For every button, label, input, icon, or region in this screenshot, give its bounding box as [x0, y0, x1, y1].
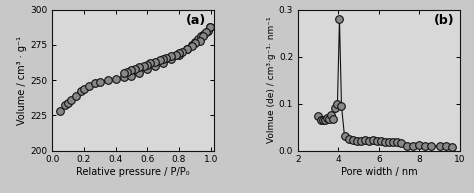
- Y-axis label: Volmue (de) / cm³·g⁻¹· nm⁻¹: Volmue (de) / cm³·g⁻¹· nm⁻¹: [267, 17, 276, 143]
- X-axis label: Relative pressure / P/P₀: Relative pressure / P/P₀: [76, 167, 190, 177]
- Text: (b): (b): [434, 14, 455, 27]
- Text: (a): (a): [185, 14, 206, 27]
- X-axis label: Pore width / nm: Pore width / nm: [341, 167, 417, 177]
- Y-axis label: Volume / cm³ · g⁻¹: Volume / cm³ · g⁻¹: [17, 36, 27, 125]
